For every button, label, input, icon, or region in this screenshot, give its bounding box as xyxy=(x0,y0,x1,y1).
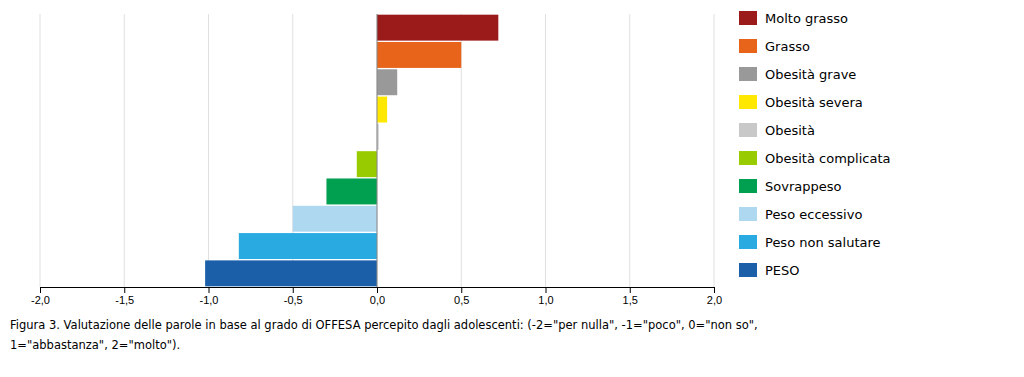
tick-label: -2,0 xyxy=(31,294,50,306)
bar xyxy=(293,206,377,232)
tick-label: 2,0 xyxy=(707,294,722,306)
legend-label: PESO xyxy=(765,263,800,278)
bar xyxy=(377,69,397,95)
bar xyxy=(239,233,377,259)
tick: 1,0 xyxy=(538,287,553,306)
legend-swatch xyxy=(739,95,757,109)
bar xyxy=(377,97,387,123)
legend-swatch xyxy=(739,151,757,165)
tick-mark xyxy=(40,287,41,293)
grid-line xyxy=(377,14,378,287)
tick-mark xyxy=(293,287,294,293)
tick-label: -1,5 xyxy=(115,294,134,306)
tick-mark xyxy=(461,287,462,293)
legend-swatch xyxy=(739,11,757,25)
tick-label: -0,5 xyxy=(284,294,303,306)
tick-mark xyxy=(124,287,125,293)
grid-line xyxy=(124,14,125,287)
legend-item: Obesità severa xyxy=(739,95,863,110)
legend-label: Grasso xyxy=(765,39,810,54)
tick: 1,5 xyxy=(623,287,638,306)
tick-label: 0,0 xyxy=(370,294,385,306)
legend-item: Grasso xyxy=(739,39,810,54)
legend-item: Obesità grave xyxy=(739,67,856,82)
grid-line xyxy=(714,14,715,287)
legend-item: Sovrappeso xyxy=(739,179,841,194)
legend-label: Peso eccessivo xyxy=(765,207,862,222)
legend-swatch xyxy=(739,123,757,137)
tick-mark xyxy=(209,287,210,293)
tick: 0,5 xyxy=(454,287,469,306)
legend-label: Obesità xyxy=(765,123,815,138)
legend-swatch xyxy=(739,39,757,53)
tick: -1,0 xyxy=(200,287,219,306)
legend-label: Obesità severa xyxy=(765,95,863,110)
tick-mark xyxy=(714,287,715,293)
bars xyxy=(205,15,498,287)
bar xyxy=(205,260,377,286)
legend-swatch xyxy=(739,235,757,249)
legend-label: Obesità grave xyxy=(765,67,856,82)
grid-line xyxy=(545,14,546,287)
legend-label: Obesità complicata xyxy=(765,151,890,166)
legend-item: Obesità complicata xyxy=(739,151,890,166)
legend-item: Peso eccessivo xyxy=(739,207,862,222)
tick-label: 1,0 xyxy=(538,294,553,306)
axis-domain xyxy=(41,288,715,294)
tick-mark xyxy=(377,287,378,293)
grid xyxy=(40,14,714,287)
caption-line: 1="abbastanza", 2="molto"). xyxy=(10,338,180,352)
chart: -2,0 -1,5 -1,0 -0,5 0,0 0,5 1,0 1,5 2,0 Molto gra… xyxy=(0,0,1024,377)
legend-swatch xyxy=(739,179,757,193)
caption: Figura 3. Valutazione delle parole in ba… xyxy=(10,318,758,352)
bar xyxy=(326,178,377,204)
x-axis: -2,0 -1,5 -1,0 -0,5 0,0 0,5 1,0 1,5 2,0 xyxy=(31,287,722,306)
legend: Molto grasso Grasso Obesità grave Obesità s… xyxy=(739,11,890,278)
tick-label: 1,5 xyxy=(623,294,638,306)
legend-item: Obesità xyxy=(739,123,815,138)
legend-item: Molto grasso xyxy=(739,11,848,26)
zero-line xyxy=(377,14,378,287)
tick: 0,0 xyxy=(370,287,385,306)
caption-line: Figura 3. Valutazione delle parole in ba… xyxy=(10,318,758,332)
legend-swatch xyxy=(739,67,757,81)
legend-item: Peso non salutare xyxy=(739,235,881,250)
legend-label: Molto grasso xyxy=(765,11,848,26)
tick: -1,5 xyxy=(115,287,134,306)
grid-line xyxy=(629,14,630,287)
legend-label: Sovrappeso xyxy=(765,179,841,194)
bar xyxy=(377,42,461,68)
tick-mark xyxy=(630,287,631,293)
plot: -2,0 -1,5 -1,0 -0,5 0,0 0,5 1,0 1,5 2,0 xyxy=(31,14,722,306)
legend-swatch xyxy=(739,263,757,277)
grid-line xyxy=(40,14,41,287)
tick-label: -1,0 xyxy=(200,294,219,306)
grid-line xyxy=(208,14,209,287)
bar xyxy=(357,151,377,177)
tick: 2,0 xyxy=(707,287,722,306)
tick: -2,0 xyxy=(31,287,50,306)
tick-label: 0,5 xyxy=(454,294,469,306)
bar xyxy=(377,15,498,41)
legend-swatch xyxy=(739,207,757,221)
legend-label: Peso non salutare xyxy=(765,235,881,250)
legend-item: PESO xyxy=(739,263,800,278)
tick: -0,5 xyxy=(284,287,303,306)
tick-mark xyxy=(546,287,547,293)
